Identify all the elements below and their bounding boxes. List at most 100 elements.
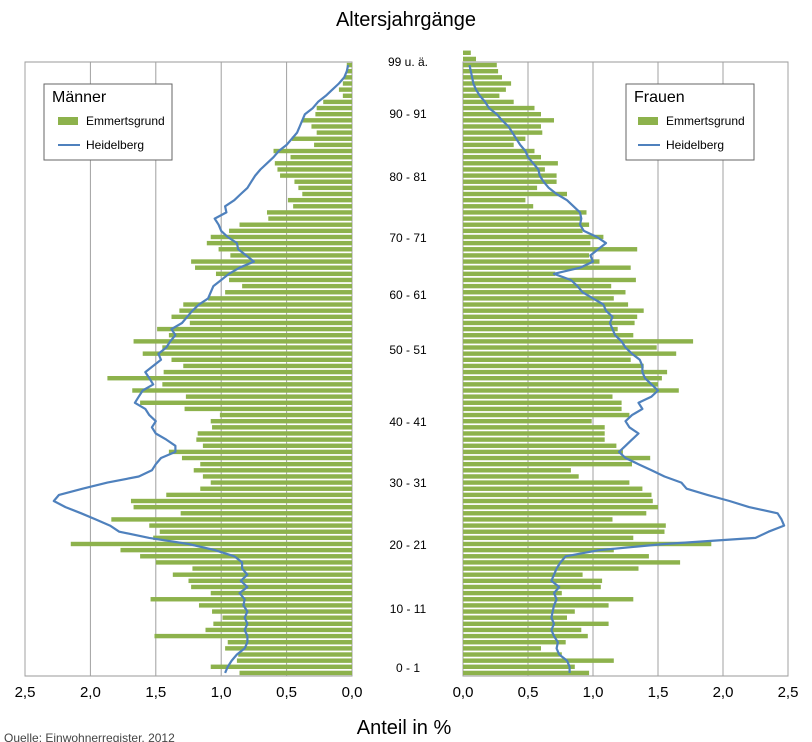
maenner-bar (210, 664, 352, 670)
maenner-bar (155, 560, 352, 565)
maenner-bar (298, 185, 352, 191)
age-tick-label: 99 u. ä. (388, 55, 428, 69)
frauen-bar (463, 523, 666, 528)
frauen-bar (463, 277, 636, 283)
frauen-bar (463, 154, 541, 160)
source-note: Quelle: Einwohnerregister, 2012 (4, 731, 175, 742)
maenner-bar (183, 363, 352, 369)
frauen-bar (463, 222, 590, 227)
maenner-bar (196, 437, 352, 442)
legend-maenner-title: Männer (52, 89, 107, 106)
maenner-bar (227, 640, 352, 645)
maenner-bar (70, 541, 352, 547)
maenner-bar (162, 382, 352, 387)
maenner-bar (222, 615, 352, 620)
age-tick-label: 40 - 41 (389, 415, 427, 429)
frauen-x-tick-label: 1,0 (583, 684, 604, 701)
frauen-bar (463, 461, 632, 467)
legend-frauen: Frauen Emmertsgrund Heidelberg (625, 83, 755, 161)
maenner-bar (344, 75, 352, 80)
maenner-bar (311, 124, 352, 129)
frauen-bar (463, 210, 587, 215)
frauen-bar (463, 50, 471, 56)
maenner-bar (210, 590, 352, 596)
age-tick-label: 30 - 31 (389, 476, 427, 490)
frauen-bar (463, 62, 497, 68)
maenner-bar (346, 62, 352, 68)
frauen-bar (463, 302, 629, 307)
frauen-bar (463, 259, 600, 264)
maenner-bar (268, 216, 352, 221)
frauen-bar (463, 81, 512, 86)
maenner-bar (323, 99, 352, 105)
legend-frauen-title: Frauen (634, 89, 685, 106)
frauen-bar (463, 633, 588, 639)
frauen-bar (463, 541, 712, 547)
maenner-x-tick-label: 0,0 (342, 684, 363, 701)
frauen-bar (463, 664, 575, 670)
frauen-bar (463, 547, 614, 553)
maenner-bar (171, 314, 352, 320)
legend-frauen-bar-swatch (638, 117, 658, 125)
maenner-bar (163, 369, 352, 375)
frauen-bar (463, 504, 658, 510)
frauen-bar (463, 296, 614, 301)
frauen-bar (463, 351, 677, 356)
legend-frauen-line-label: Heidelberg (666, 138, 724, 152)
maenner-bar (133, 504, 352, 510)
frauen-bar (463, 498, 653, 504)
maenner-bar (133, 339, 352, 344)
maenner-bar (153, 535, 352, 541)
maenner-bar (150, 597, 352, 602)
right-panel-frauen: 0,0 0,5 1,0 1,5 2,0 2,5 (453, 50, 798, 701)
frauen-bar (463, 437, 605, 442)
frauen-bar (463, 382, 658, 387)
x-axis-label: Anteil in % (357, 717, 452, 739)
frauen-bar (463, 179, 557, 184)
maenner-bar (225, 646, 352, 651)
maenner-bar (277, 167, 352, 172)
age-tick-label: 10 - 11 (390, 602, 427, 616)
legend-maenner-line-label: Heidelberg (86, 138, 144, 152)
maenner-bar (212, 609, 352, 614)
maenner-bar (205, 627, 352, 633)
frauen-bar (463, 142, 514, 148)
maenner-bar (342, 81, 352, 86)
maenner-bar (195, 265, 352, 270)
maenner-bar (302, 191, 352, 197)
legend-maenner: Männer Emmertsgrund Heidelberg (43, 83, 173, 161)
maenner-bar (200, 461, 352, 467)
maenner-bar (212, 425, 352, 430)
frauen-bar (463, 443, 617, 448)
frauen-bar (463, 308, 644, 313)
maenner-bar (107, 375, 353, 381)
frauen-bar (463, 130, 543, 135)
age-tick-label: 20 - 21 (389, 538, 427, 552)
frauen-bar (463, 627, 582, 633)
maenner-bar (191, 584, 352, 590)
frauen-bar (463, 492, 652, 498)
frauen-bar (463, 388, 679, 393)
maenner-bar (166, 492, 352, 498)
maenner-bar (202, 443, 352, 448)
maenner-x-tick-label: 2,0 (80, 684, 101, 701)
frauen-bar (463, 173, 557, 178)
maenner-bar (274, 161, 352, 166)
maenner-bar (185, 394, 352, 399)
maenner-bar (242, 283, 352, 289)
age-tick-label: 0 - 1 (396, 661, 420, 675)
frauen-bar (463, 333, 634, 338)
frauen-bar (463, 148, 535, 154)
maenner-x-tick-label: 0,5 (276, 684, 297, 701)
maenner-bar (229, 277, 352, 283)
maenner-bar (159, 529, 352, 534)
maenner-bar (202, 474, 352, 479)
frauen-bar (463, 191, 567, 197)
frauen-x-tick-label: 1,5 (648, 684, 669, 701)
frauen-bar (463, 345, 657, 350)
frauen-bar (463, 394, 613, 399)
maenner-bar (191, 259, 352, 264)
frauen-bar (463, 468, 571, 473)
frauen-x-tick-label: 2,0 (713, 684, 734, 701)
maenner-bar (208, 296, 352, 301)
